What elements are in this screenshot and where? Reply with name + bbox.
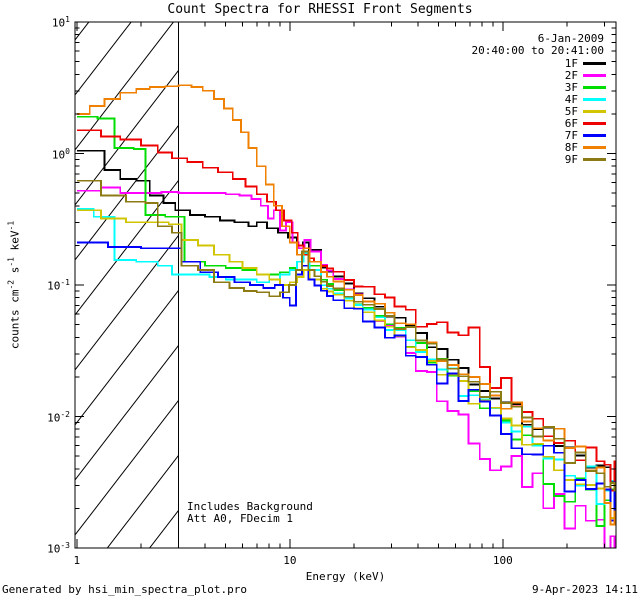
hatch-region <box>75 22 179 548</box>
legend-color-swatch-8f <box>583 145 606 149</box>
legend-date: 6-Jan-2009 <box>537 32 604 45</box>
legend-label-3f: 3F <box>564 80 578 94</box>
legend-item-7f: 7F <box>430 129 606 141</box>
y-tick-label-1e0: 100 <box>51 146 70 162</box>
legend-item-2f: 2F <box>430 69 606 81</box>
legend-item-6f: 6F <box>430 117 606 129</box>
legend-label-9f: 9F <box>564 152 578 166</box>
legend-time-range: 20:40:00 to 20:41:00 <box>471 44 604 57</box>
legend-item-9f: 9F <box>430 153 606 165</box>
legend-item-8f: 8F <box>430 141 606 153</box>
legend: 1F 2F 3F 4F 5F 6F 7F 8F 9F <box>430 57 606 165</box>
legend-label-5f: 5F <box>564 104 578 118</box>
x-axis-label: Energy (keV) <box>305 570 386 583</box>
y-tick-label-1e1: 101 <box>51 15 70 30</box>
series-curve-4f <box>76 207 616 505</box>
legend-color-swatch-6f <box>583 121 606 125</box>
legend-label-7f: 7F <box>564 128 578 142</box>
x-tick-label-1: 1 <box>73 554 81 567</box>
legend-label-2f: 2F <box>564 68 578 82</box>
legend-item-1f: 1F <box>430 57 606 69</box>
series-curve-3f <box>76 115 616 527</box>
y-axis-label: counts cm-2 s-1 keV-1 <box>6 220 22 350</box>
legend-item-5f: 5F <box>430 105 606 117</box>
legend-label-8f: 8F <box>564 140 578 154</box>
series-curve-2f <box>76 186 616 548</box>
y-tick-label-1e-1: 10-1 <box>47 278 70 293</box>
legend-color-swatch-3f <box>583 85 606 89</box>
legend-item-3f: 3F <box>430 81 606 93</box>
legend-color-swatch-4f <box>583 97 606 101</box>
legend-item-4f: 4F <box>430 93 606 105</box>
x-tick-label-100: 100 <box>492 554 513 567</box>
series-curve-7f <box>76 241 616 522</box>
legend-color-swatch-9f <box>583 157 606 161</box>
axis-ticks <box>75 21 616 549</box>
legend-color-swatch-1f <box>583 61 606 65</box>
page-title: Count Spectra for RHESSI Front Segments <box>167 2 473 17</box>
y-tick-label-1e-2: 10-2 <box>47 409 70 425</box>
spectra-series-group <box>76 84 616 548</box>
annotation-attenuator-state: Att A0, FDecim 1 <box>187 512 293 525</box>
y-tick-label-1e-3: 10-3 <box>47 541 70 556</box>
series-curve-6f <box>76 129 616 492</box>
series-curve-8f <box>76 84 616 526</box>
annotation-includes-background: Includes Background <box>187 500 313 513</box>
x-tick-label-10: 10 <box>283 554 297 567</box>
series-curve-5f <box>76 209 616 519</box>
footer-generator-credit: Generated by hsi_min_spectra_plot.pro <box>2 583 248 596</box>
legend-color-swatch-5f <box>583 109 606 113</box>
legend-color-swatch-7f <box>583 133 606 137</box>
footer-plot-timestamp: 9-Apr-2023 14:11 <box>532 583 638 596</box>
legend-color-swatch-2f <box>583 73 606 77</box>
series-curve-9f <box>76 179 616 492</box>
legend-label-4f: 4F <box>564 92 578 106</box>
legend-label-1f: 1F <box>564 56 578 70</box>
legend-label-6f: 6F <box>564 116 578 130</box>
